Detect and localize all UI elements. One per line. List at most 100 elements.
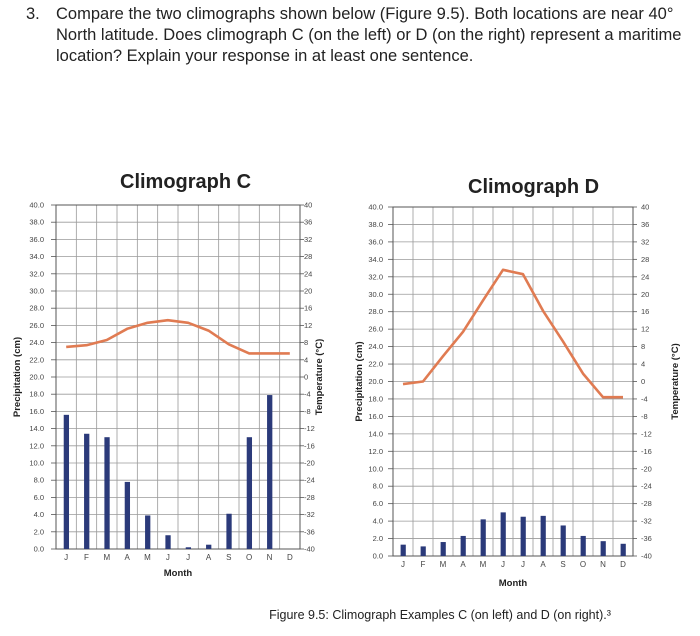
right-tick-label: -4 [641, 394, 648, 403]
precip-bar [440, 542, 446, 556]
precip-bar [600, 541, 606, 556]
right-tick-label: -36 [641, 534, 652, 543]
month-label: J [521, 560, 525, 569]
right-tick-label: -20 [641, 464, 652, 473]
left-tick-label: 34.0 [368, 255, 383, 264]
precip-bar [226, 513, 232, 549]
right-tick-label: 8 [304, 338, 308, 347]
month-label: O [246, 553, 252, 562]
y-axis-title-left: Precipitation (cm) [12, 337, 23, 417]
left-tick-label: 16.0 [368, 412, 383, 421]
left-tick-label: 18.0 [29, 390, 44, 399]
left-tick-label: 32.0 [368, 272, 383, 281]
right-tick-label: 40 [304, 201, 312, 210]
precip-bar [84, 433, 90, 549]
plot-frame [392, 206, 634, 557]
left-tick-label: 22.0 [368, 360, 383, 369]
left-tick-label: 24.0 [29, 338, 44, 347]
right-tick-label: -12 [304, 424, 315, 433]
left-tick-label: 38.0 [368, 220, 383, 229]
left-tick-label: 32.0 [29, 269, 44, 278]
month-label: J [186, 553, 190, 562]
precip-bar [620, 543, 626, 556]
figure-caption: Figure 9.5: Climograph Examples C (on le… [269, 608, 611, 622]
right-tick-label: 28 [304, 252, 312, 261]
left-tick-label: 6.0 [373, 499, 383, 508]
right-tick-label: 20 [641, 290, 649, 299]
precip-bar [246, 437, 253, 549]
right-tick-label: -28 [641, 499, 652, 508]
left-tick-label: 14.0 [368, 429, 383, 438]
right-tick-label: 12 [304, 321, 312, 330]
month-label: J [501, 560, 505, 569]
precip-bar [145, 515, 151, 549]
precip-bar [580, 535, 586, 556]
temperature-line [66, 318, 290, 355]
right-tick-label: -24 [304, 476, 315, 485]
question-block: 3. Compare the two climographs shown bel… [26, 4, 691, 67]
y-axis-title-right: Temperature (°C) [670, 343, 681, 419]
left-tick-label: 4.0 [34, 510, 44, 519]
precip-bar [560, 525, 566, 556]
chart-title: Climograph C [120, 171, 251, 193]
left-tick-label: 16.0 [29, 407, 44, 416]
right-tick-label: 28 [641, 255, 649, 264]
month-label: N [600, 560, 606, 569]
left-tick-label: 20.0 [368, 377, 383, 386]
month-label: A [206, 553, 212, 562]
precip-bar [500, 512, 506, 556]
precip-bar [420, 546, 426, 556]
climograph-d: Climograph D 0.0 2.0 4.0 6.0 8.0 10.0 12.0 14.0 1… [354, 176, 681, 589]
left-tick-label: 36.0 [368, 237, 383, 246]
right-tick-label: -16 [641, 447, 652, 456]
left-tick-label: 30.0 [368, 290, 383, 299]
left-tick-label: 30.0 [29, 287, 44, 296]
right-tick-label: 4 [641, 360, 645, 369]
month-label: J [64, 553, 68, 562]
month-label: J [166, 553, 170, 562]
right-tick-label: 32 [641, 237, 649, 246]
left-tick-label: 20.0 [29, 373, 44, 382]
right-tick-label: 16 [304, 304, 312, 313]
precip-bar [460, 535, 466, 556]
left-tick-label: 18.0 [368, 394, 383, 403]
right-tick-label: -4 [304, 390, 311, 399]
right-tick-label: -32 [641, 517, 652, 526]
left-tick-label: 0.0 [373, 552, 383, 561]
chart-title: Climograph D [468, 176, 599, 198]
precip-bar [124, 481, 131, 549]
right-tick-label: -8 [304, 407, 311, 416]
month-label: M [480, 560, 487, 569]
month-label: M [103, 553, 110, 562]
month-label: F [84, 553, 89, 562]
x-axis-title: Month [499, 578, 528, 589]
left-tick-label: 36.0 [29, 235, 44, 244]
month-label: N [267, 553, 273, 562]
temperature-line [402, 268, 623, 399]
left-tick-label: 24.0 [368, 342, 383, 351]
right-tick-label: -8 [641, 412, 648, 421]
left-tick-label: 40.0 [29, 201, 44, 210]
right-tick-label: 40 [641, 203, 649, 212]
question-number: 3. [26, 5, 40, 23]
right-tick-label: 12 [641, 325, 649, 334]
right-tick-label: -28 [304, 493, 315, 502]
left-tick-label: 22.0 [29, 355, 44, 364]
precip-bar [104, 437, 110, 549]
month-label: S [226, 553, 231, 562]
precip-bar [400, 544, 406, 556]
left-tick-label: 10.0 [29, 459, 44, 468]
left-tick-label: 12.0 [368, 447, 383, 456]
right-tick-label: -16 [304, 441, 315, 450]
month-label: F [421, 560, 426, 569]
right-tick-label: -40 [641, 552, 652, 561]
right-tick-label: -36 [304, 527, 315, 536]
precip-bar [165, 535, 171, 549]
right-tick-label: 8 [641, 342, 645, 351]
right-tick-label: 20 [304, 287, 312, 296]
month-label: A [540, 560, 546, 569]
month-label: A [460, 560, 466, 569]
climograph-c: Climograph C 0.0 2.0 4.0 6.0 8.0 10.0 12.0 14.0 1… [12, 171, 325, 579]
precip-bar [206, 544, 212, 549]
left-tick-label: 40.0 [368, 203, 383, 212]
